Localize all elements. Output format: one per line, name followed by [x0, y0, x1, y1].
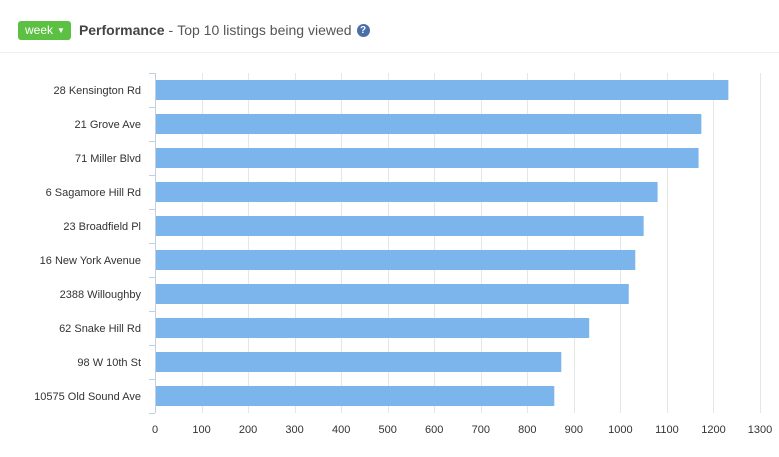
caret-down-icon: ▼: [57, 25, 65, 35]
x-tick-label: 200: [239, 424, 257, 436]
x-tick-label: 700: [472, 424, 490, 436]
x-tick-label: 300: [285, 424, 303, 436]
chart-title-main: Performance: [78, 22, 165, 38]
chart-header: week ▼ Performance - Top 10 listings bei…: [18, 20, 370, 40]
bar: [156, 182, 658, 202]
x-tick-label: 1100: [655, 424, 679, 436]
x-tick-label: 0: [152, 424, 158, 436]
x-tick-label: 600: [425, 424, 443, 436]
bar: [156, 80, 729, 100]
bar: [156, 352, 562, 372]
category-label: 98 W 10th St: [77, 357, 141, 369]
header-divider: [0, 52, 779, 53]
x-tick-label: 1000: [608, 424, 632, 436]
chart-subtitle: Top 10 listings being viewed: [177, 22, 352, 38]
category-label: 71 Miller Blvd: [75, 153, 141, 165]
bar: [156, 386, 555, 406]
bar: [156, 216, 644, 236]
range-button-label: week: [25, 22, 54, 37]
bar: [156, 284, 629, 304]
x-tick-label: 900: [565, 424, 583, 436]
category-label: 2388 Willoughby: [60, 289, 142, 301]
bar: [156, 250, 636, 270]
category-label: 28 Kensington Rd: [54, 85, 141, 97]
x-tick-label: 400: [332, 424, 350, 436]
x-tick-label: 500: [379, 424, 397, 436]
x-tick-label: 1300: [748, 424, 772, 436]
category-label: 21 Grove Ave: [75, 119, 141, 131]
chart-title-separator: -: [168, 22, 174, 38]
x-tick-label: 100: [192, 424, 210, 436]
chart-title: Performance - Top 10 listings being view…: [79, 22, 370, 38]
bar: [156, 318, 590, 338]
question-circle-icon[interactable]: ?: [356, 23, 370, 37]
category-label: 6 Sagamore Hill Rd: [46, 187, 141, 199]
category-label: 62 Snake Hill Rd: [59, 323, 141, 335]
bar: [156, 148, 699, 168]
category-label: 23 Broadfield Pl: [63, 221, 141, 233]
category-label: 10575 Old Sound Ave: [34, 391, 141, 403]
category-label: 16 New York Avenue: [40, 255, 141, 267]
x-tick-label: 800: [518, 424, 536, 436]
bar: [156, 114, 702, 134]
range-dropdown-button[interactable]: week ▼: [18, 20, 71, 40]
x-tick-label: 1200: [701, 424, 725, 436]
